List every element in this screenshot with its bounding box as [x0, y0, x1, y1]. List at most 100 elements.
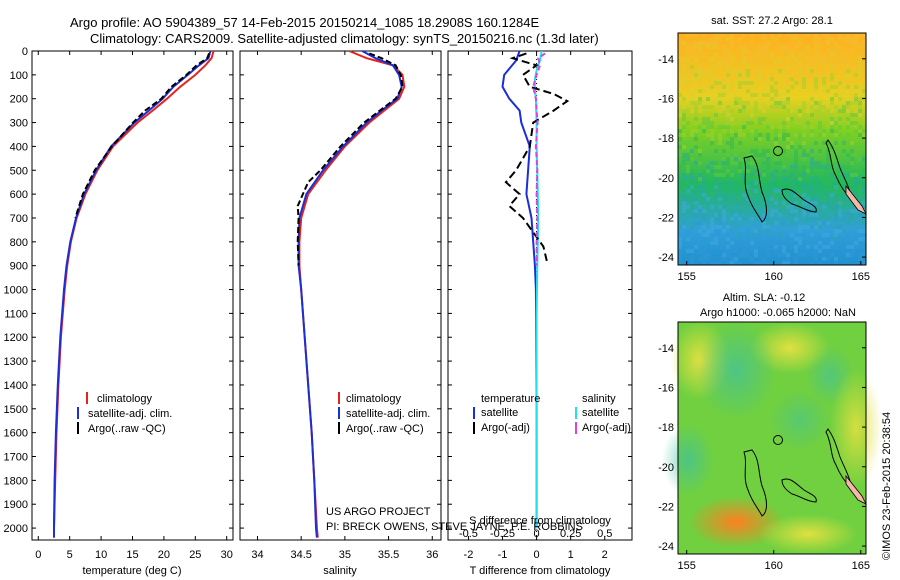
sst-pixel: [750, 169, 754, 173]
sst-pixel: [730, 57, 734, 61]
sst-pixel: [842, 105, 846, 109]
sst-pixel: [834, 105, 838, 109]
sst-pixel: [730, 41, 734, 45]
sst-pixel: [698, 181, 702, 185]
sst-pixel: [730, 157, 734, 161]
sst-pixel: [754, 189, 758, 193]
project-line1: US ARGO PROJECT: [326, 506, 431, 518]
map-x-tick-label: 165: [852, 271, 870, 283]
sst-pixel: [850, 161, 854, 165]
y-tick-label: 500: [10, 165, 28, 177]
sst-pixel: [770, 213, 774, 217]
y-tick-label: 1100: [4, 308, 28, 320]
sst-pixel: [826, 257, 830, 261]
sst-pixel: [702, 225, 706, 229]
sst-pixel: [694, 89, 698, 93]
sst-pixel: [734, 225, 738, 229]
sst-pixel: [742, 217, 746, 221]
sst-pixel: [806, 185, 810, 189]
sst-pixel: [850, 209, 854, 213]
sst-pixel: [810, 241, 814, 245]
sst-pixel: [710, 161, 714, 165]
sst-pixel: [746, 89, 750, 93]
sst-pixel: [762, 221, 766, 225]
sst-pixel: [694, 129, 698, 133]
sst-pixel: [786, 257, 790, 261]
y-tick-label: 100: [10, 70, 28, 82]
sst-pixel: [734, 121, 738, 125]
sst-pixel: [698, 49, 702, 53]
sst-pixel: [722, 249, 726, 253]
sst-pixel: [686, 141, 690, 145]
sst-pixel: [834, 117, 838, 121]
sst-pixel: [782, 93, 786, 97]
sst-pixel: [742, 201, 746, 205]
map-y-tick-label: -18: [658, 133, 674, 145]
sst-pixel: [690, 45, 694, 49]
sst-pixel: [782, 221, 786, 225]
sst-pixel: [850, 101, 854, 105]
sst-pixel: [726, 117, 730, 121]
sst-pixel: [786, 97, 790, 101]
sst-pixel: [726, 65, 730, 69]
sst-pixel: [682, 109, 686, 113]
sst-pixel: [694, 73, 698, 77]
sst-pixel: [778, 241, 782, 245]
sst-pixel: [734, 93, 738, 97]
sst-pixel: [694, 41, 698, 45]
sst-pixel: [810, 97, 814, 101]
sst-pixel: [810, 105, 814, 109]
sst-pixel: [762, 77, 766, 81]
sst-pixel: [746, 233, 750, 237]
legend-temp-argo: Argo(-adj): [481, 422, 530, 434]
sst-pixel: [770, 197, 774, 201]
sst-pixel: [794, 181, 798, 185]
sst-pixel: [682, 185, 686, 189]
sst-pixel: [738, 73, 742, 77]
sst-pixel: [826, 221, 830, 225]
sst-pixel: [826, 165, 830, 169]
difference-panel: [447, 50, 633, 541]
sst-pixel: [798, 133, 802, 137]
sst-pixel: [738, 45, 742, 49]
sst-pixel: [806, 149, 810, 153]
sst-pixel: [806, 73, 810, 77]
sst-pixel: [710, 217, 714, 221]
sst-pixel: [726, 105, 730, 109]
sst-pixel: [846, 173, 850, 177]
sst-pixel: [754, 253, 758, 257]
sst-pixel: [714, 225, 718, 229]
sst-pixel: [702, 129, 706, 133]
sst-pixel: [830, 165, 834, 169]
sst-pixel: [794, 177, 798, 181]
sst-pixel: [846, 121, 850, 125]
x-tick-label: 30: [221, 549, 233, 561]
sst-pixel: [722, 245, 726, 249]
sst-pixel: [702, 193, 706, 197]
sst-pixel: [754, 261, 758, 265]
sst-pixel: [826, 157, 830, 161]
sst-pixel: [802, 81, 806, 85]
sst-pixel: [822, 57, 826, 61]
sst-pixel: [694, 161, 698, 165]
sst-pixel: [858, 253, 862, 257]
sst-pixel: [802, 125, 806, 129]
sst-pixel: [834, 185, 838, 189]
sst-pixel: [722, 173, 726, 177]
series-temperature-satellite: [501, 50, 538, 529]
sst-pixel: [806, 33, 810, 37]
sst-pixel: [798, 209, 802, 213]
sst-pixel: [818, 201, 822, 205]
sst-pixel: [702, 73, 706, 77]
sst-pixel: [830, 65, 834, 69]
sst-pixel: [790, 37, 794, 41]
sst-pixel: [814, 253, 818, 257]
sst-pixel: [702, 249, 706, 253]
sst-pixel: [738, 129, 742, 133]
legend-satellite-adj: satellite-adj. clim.: [88, 408, 172, 420]
sst-pixel: [838, 201, 842, 205]
sst-pixel: [810, 217, 814, 221]
sst-pixel: [750, 193, 754, 197]
map-y-tick-label: -20: [658, 173, 674, 185]
y-tick-label: 1500: [4, 404, 28, 416]
